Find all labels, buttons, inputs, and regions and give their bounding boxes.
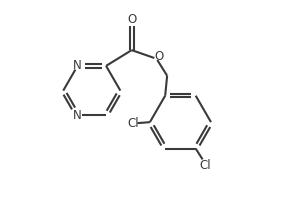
Text: O: O	[127, 13, 136, 26]
Text: N: N	[73, 59, 82, 72]
Text: N: N	[73, 109, 82, 122]
Text: O: O	[155, 49, 164, 62]
Text: Cl: Cl	[127, 117, 139, 130]
Text: Cl: Cl	[199, 159, 211, 172]
